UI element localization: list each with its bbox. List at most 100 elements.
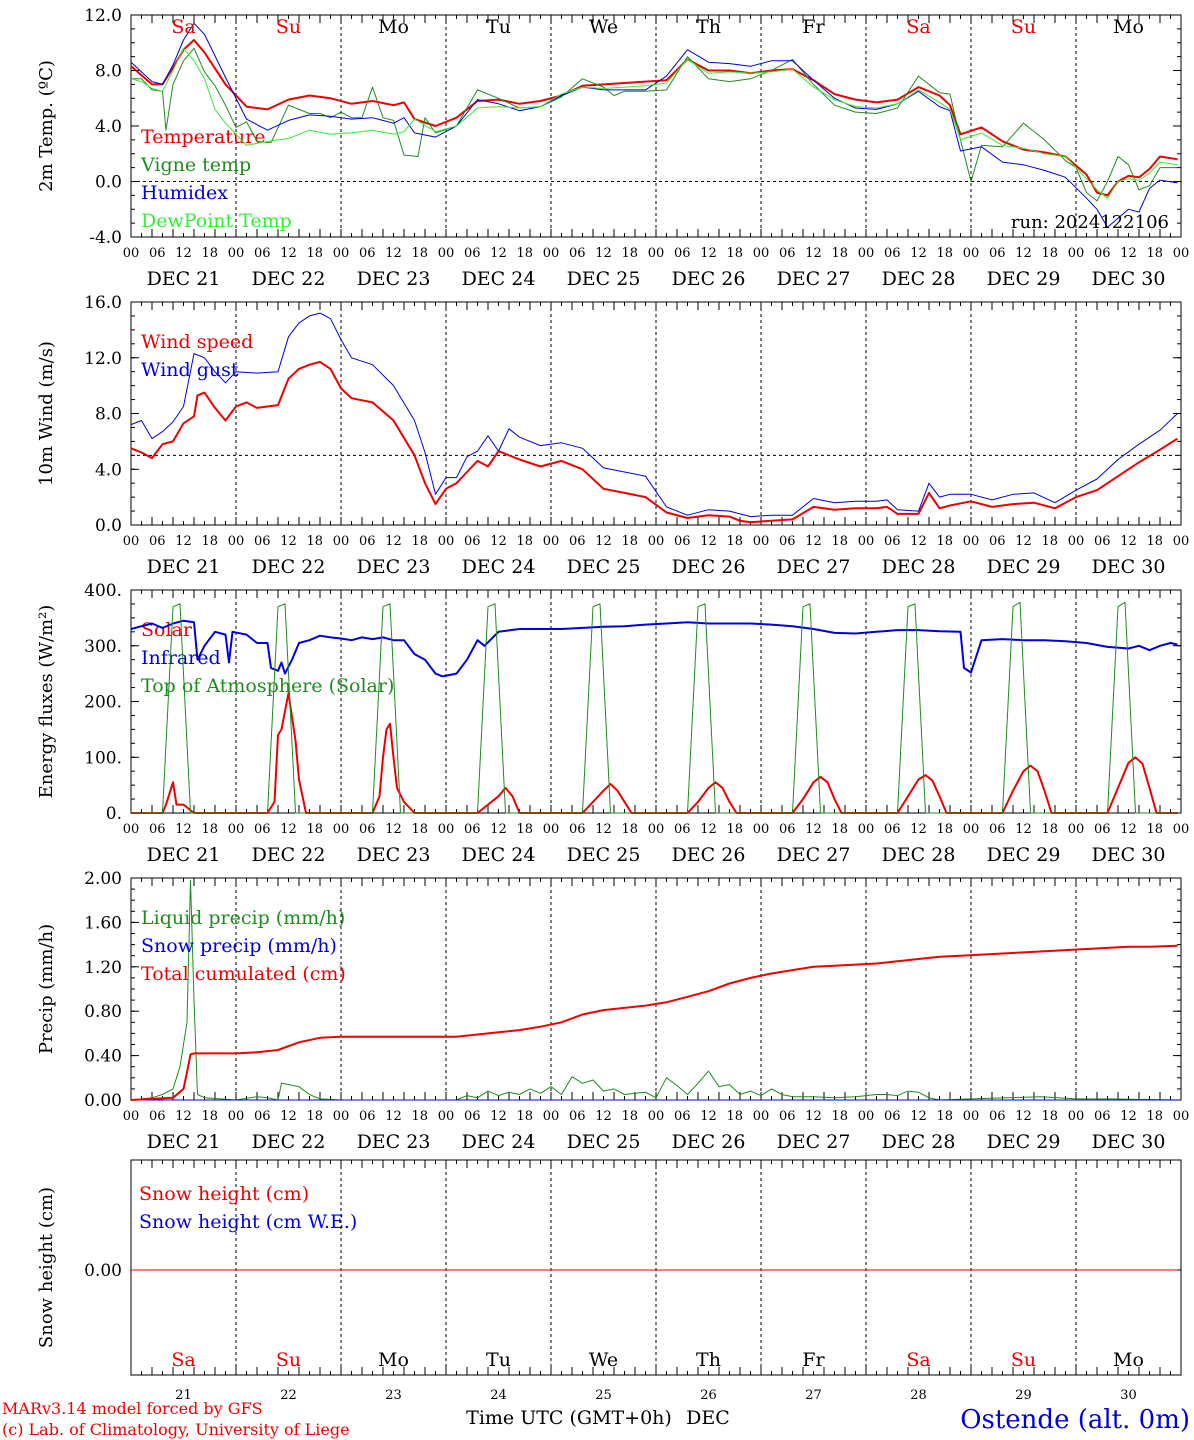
x-hour-label: 18 (831, 1109, 848, 1124)
x-day-label: DEC 23 (357, 556, 431, 578)
y-axis-label: Precip (mm/h) (36, 924, 57, 1054)
x-hour-label: 00 (753, 822, 770, 837)
x-hour-label: 00 (858, 246, 875, 261)
x-hour-label: 00 (438, 246, 455, 261)
x-hour-label: 00 (1173, 822, 1190, 837)
run-label: run: 2024122106 (1011, 212, 1169, 233)
x-hour-label: 06 (674, 822, 691, 837)
x-hour-label: 18 (1041, 534, 1058, 549)
panel-5: 0.00 Snow height (cm) Snow height (cm) Snow… (36, 1159, 1182, 1376)
x-hour-label: 00 (648, 534, 665, 549)
x-hour-label: 06 (989, 822, 1006, 837)
panel-3: 0. 100. 200. 300. 400. Energy fluxes (W/m²) So… (36, 581, 1189, 866)
x-hour-label: 00 (1173, 246, 1190, 261)
day-number-label: 28 (910, 1388, 927, 1403)
y-tick-label: 0.00 (84, 1091, 122, 1111)
x-hour-label: 06 (359, 822, 376, 837)
y-tick-label: 12.0 (84, 6, 122, 26)
x-hour-label: 00 (228, 534, 245, 549)
day-number-label: 22 (280, 1388, 297, 1403)
x-hour-label: 12 (1120, 1109, 1137, 1124)
x-axis-month: DEC (686, 1407, 730, 1429)
x-hour-label: 12 (385, 534, 402, 549)
x-hour-label: 00 (648, 822, 665, 837)
x-hour-label: 12 (700, 534, 717, 549)
x-hour-label: 18 (936, 246, 953, 261)
x-hour-label: 06 (254, 1109, 271, 1124)
x-hour-label: 18 (831, 246, 848, 261)
y-tick-label: -4.0 (89, 228, 122, 248)
x-hour-label: 00 (228, 246, 245, 261)
x-hour-label: 12 (1015, 534, 1032, 549)
y-tick-label: 1.20 (84, 958, 122, 978)
weekday-label: Fr (802, 16, 825, 38)
x-hour-label: 06 (779, 1109, 796, 1124)
legend-entry: Snow precip (mm/h) (141, 935, 337, 957)
x-hour-label: 00 (543, 1109, 560, 1124)
x-hour-label: 06 (254, 246, 271, 261)
x-hour-label: 18 (1146, 822, 1163, 837)
series-line-infrared (130, 619, 1178, 678)
x-hour-label: 00 (543, 246, 560, 261)
weekday-label: Mo (1113, 1349, 1144, 1371)
day-number-label: 27 (805, 1388, 822, 1403)
series-line-solar (131, 692, 1178, 814)
series-line-humidex (130, 22, 1178, 228)
x-hour-label: 06 (464, 534, 481, 549)
x-hour-label: 18 (936, 1109, 953, 1124)
day-number-label: 30 (1120, 1388, 1137, 1403)
weekday-label: Sa (171, 16, 195, 38)
x-hour-label: 06 (779, 246, 796, 261)
series-line-liquid-precip-mm-h (130, 879, 1178, 1101)
series-line-top-of-atmosphere-solar (131, 601, 1178, 814)
x-hour-label: 00 (1068, 822, 1085, 837)
y-tick-label: 4.0 (95, 117, 122, 137)
x-hour-label: 06 (1094, 1109, 1111, 1124)
x-hour-label: 18 (306, 246, 323, 261)
x-hour-label: 06 (1094, 534, 1111, 549)
y-tick-label: 8.0 (95, 405, 122, 425)
x-hour-label: 00 (438, 1109, 455, 1124)
x-day-label: DEC 30 (1092, 556, 1166, 578)
legend-entry: Temperature (141, 126, 265, 148)
y-tick-label: 0.0 (95, 516, 122, 536)
x-hour-label: 12 (595, 246, 612, 261)
x-day-label: DEC 30 (1092, 844, 1166, 866)
x-hour-label: 12 (700, 246, 717, 261)
x-day-label: DEC 22 (252, 844, 326, 866)
x-hour-label: 18 (411, 1109, 428, 1124)
x-hour-label: 18 (726, 534, 743, 549)
x-hour-label: 06 (884, 246, 901, 261)
x-hour-label: 18 (1146, 246, 1163, 261)
x-day-label: DEC 22 (252, 556, 326, 578)
x-hour-label: 12 (1120, 534, 1137, 549)
x-hour-label: 18 (306, 822, 323, 837)
weekday-label: Su (1011, 16, 1036, 38)
x-hour-label: 12 (385, 1109, 402, 1124)
x-hour-label: 06 (989, 534, 1006, 549)
legend-entry: Humidex (141, 182, 228, 204)
legend-entry: Vigne temp (140, 154, 251, 176)
day-number-label: 25 (595, 1388, 612, 1403)
x-day-label: DEC 24 (462, 556, 536, 578)
y-tick-label: 0. (106, 804, 122, 824)
y-axis-label: 2m Temp. (ºC) (36, 60, 57, 192)
y-tick-label: 2.00 (84, 869, 122, 889)
x-day-label: DEC 27 (777, 844, 851, 866)
x-hour-label: 06 (149, 246, 166, 261)
x-hour-label: 18 (831, 534, 848, 549)
weekday-label: Tu (486, 1349, 511, 1371)
x-hour-label: 18 (516, 1109, 533, 1124)
y-tick-label: 0.40 (84, 1047, 122, 1067)
x-hour-label: 12 (175, 1109, 192, 1124)
day-number-label: 24 (490, 1388, 507, 1403)
x-day-label: DEC 28 (882, 844, 956, 866)
x-day-label: DEC 29 (987, 556, 1061, 578)
x-hour-label: 00 (123, 1109, 140, 1124)
x-hour-label: 00 (123, 822, 140, 837)
series-line-vigne-temp (131, 47, 1178, 202)
x-hour-label: 12 (175, 822, 192, 837)
x-hour-label: 18 (1041, 1109, 1058, 1124)
day-number-label: 29 (1015, 1388, 1032, 1403)
